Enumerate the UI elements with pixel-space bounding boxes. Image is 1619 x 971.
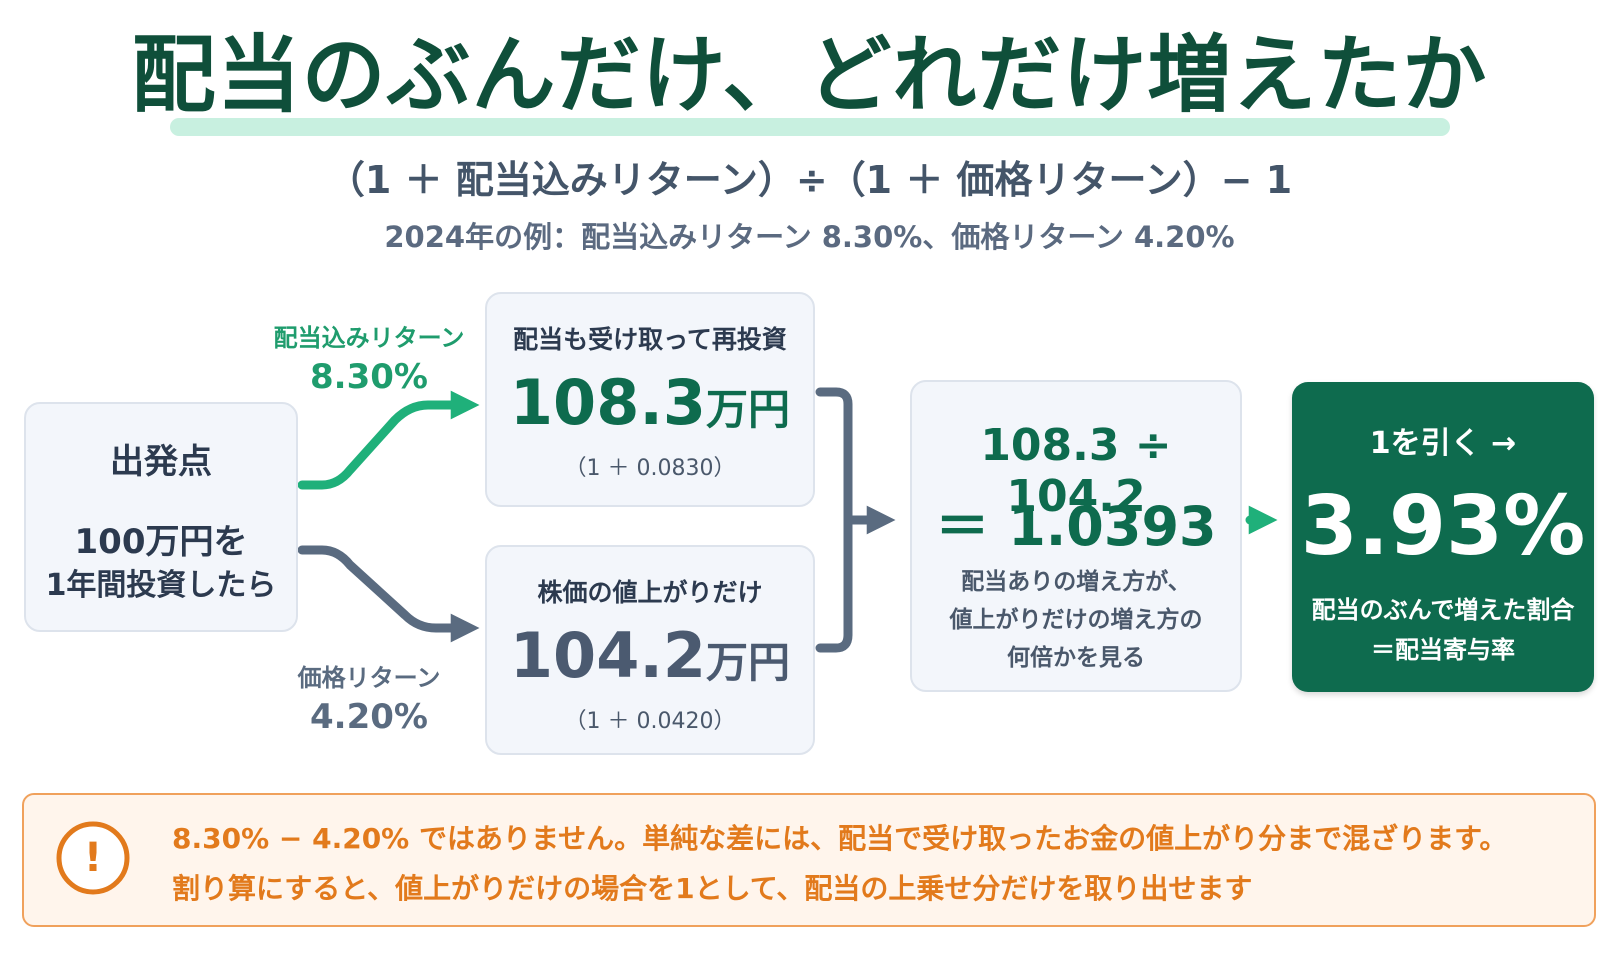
start-box: 出発点 100万円を 1年間投資したら bbox=[24, 402, 298, 632]
total-amount-number: 108.3 bbox=[509, 366, 707, 439]
formula: （1 ＋ 配当込みリターン）÷（1 ＋ 価格リターン）− 1 bbox=[326, 158, 1293, 202]
calc-note-line2: 値上がりだけの増え方の bbox=[949, 607, 1203, 633]
total-return-label: 配当込みリターン 8.30% bbox=[260, 318, 478, 397]
result-heading: 1を引く → bbox=[1369, 426, 1517, 461]
warning-line1: 8.30% − 4.20% ではありません。単純な差には、配当で受け取ったお金の… bbox=[172, 822, 1508, 855]
total-box-heading: 配当も受け取って再投資 bbox=[513, 325, 787, 354]
total-return-box: 配当も受け取って再投資 108.3万円 （1 ＋ 0.0830） bbox=[485, 292, 815, 507]
price-amount-unit: 万円 bbox=[706, 638, 791, 687]
price-return-label: 価格リターン 4.20% bbox=[260, 658, 478, 737]
price-return-box: 株価の値上がりだけ 104.2万円 （1 ＋ 0.0420） bbox=[485, 545, 815, 755]
total-amount-unit: 万円 bbox=[706, 385, 791, 434]
calculation-box: 108.3 ÷ 104.2 ＝ 1.0393 配当ありの増え方が、 値上がりだけ… bbox=[910, 380, 1242, 692]
title-underline bbox=[170, 118, 1450, 136]
start-title: 出発点 bbox=[110, 442, 212, 482]
start-desc-line1: 100万円を bbox=[74, 522, 248, 562]
exclamation-icon: ! bbox=[56, 821, 130, 895]
calc-note-line3: 何倍かを見る bbox=[1007, 645, 1145, 671]
result-value: 3.93% bbox=[1300, 479, 1586, 574]
result-note-line2: ＝配当寄与率 bbox=[1371, 636, 1515, 664]
total-return-name: 配当込みリターン bbox=[273, 324, 465, 352]
example-note: 2024年の例：配当込みリターン 8.30%、価格リターン 4.20% bbox=[384, 220, 1235, 254]
start-desc-line2: 1年間投資したら bbox=[45, 568, 277, 603]
page-title: 配当のぶんだけ、どれだけ増えたか bbox=[131, 26, 1488, 124]
calc-division: 108.3 ÷ 104.2 bbox=[980, 420, 1172, 522]
price-box-factor: （1 ＋ 0.0420） bbox=[564, 709, 736, 734]
result-note-line1: 配当のぶんで増えた割合 bbox=[1311, 596, 1575, 624]
price-return-name: 価格リターン bbox=[297, 664, 441, 692]
arrow-to-total bbox=[297, 390, 480, 490]
warning-line2: 割り算にすると、値上がりだけの場合を1として、配当の上乗せ分だけを取り出せます bbox=[172, 872, 1253, 905]
total-return-value: 8.30% bbox=[310, 357, 428, 397]
price-amount-number: 104.2 bbox=[509, 619, 707, 692]
result-box: 1を引く → 3.93% 配当のぶんで増えた割合 ＝配当寄与率 bbox=[1292, 382, 1594, 692]
calc-ratio: ＝ 1.0393 bbox=[935, 495, 1217, 558]
warning-box: ! 8.30% − 4.20% ではありません。単純な差には、配当で受け取ったお… bbox=[22, 793, 1596, 927]
total-box-factor: （1 ＋ 0.0830） bbox=[564, 456, 736, 481]
arrow-to-price bbox=[297, 545, 480, 643]
price-box-heading: 株価の値上がりだけ bbox=[537, 578, 763, 607]
price-return-value: 4.20% bbox=[310, 697, 428, 737]
price-box-amount: 104.2万円 bbox=[487, 613, 813, 706]
calc-note-line1: 配当ありの増え方が、 bbox=[961, 569, 1191, 595]
total-box-amount: 108.3万円 bbox=[487, 360, 813, 453]
exclamation-mark: ! bbox=[84, 835, 102, 881]
